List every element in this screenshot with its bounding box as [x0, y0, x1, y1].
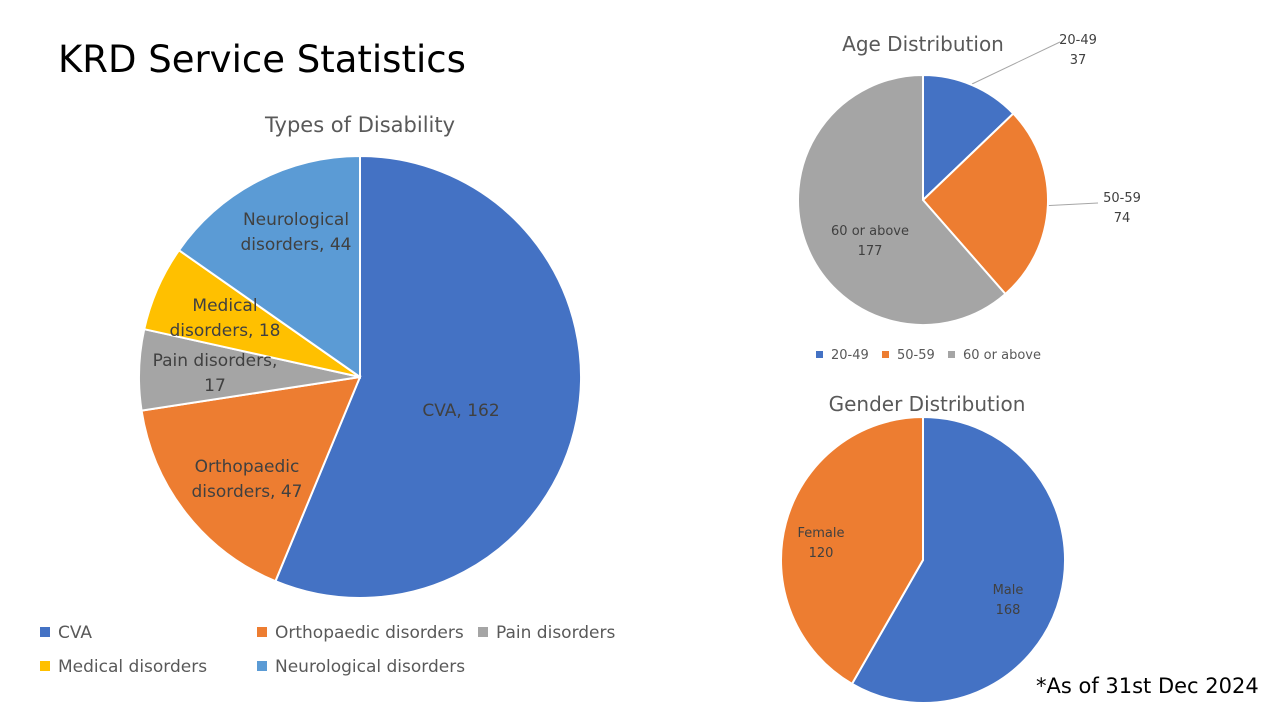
legend-swatch-20-49 — [816, 351, 823, 358]
age-leader-line-50-59 — [1039, 202, 1099, 207]
pie-slice-female — [780, 415, 924, 686]
pie-slice-60-or-above — [797, 73, 1007, 326]
legend-item-50-59: 50-59 — [897, 348, 935, 363]
legend-item-neurological-disorders: Neurological disorders — [275, 657, 465, 677]
legend-item-orthopaedic-disorders: Orthopaedic disorders — [275, 623, 464, 643]
disability-pie-chart: Types of Disability CVA, 162 Orthopaedic d… — [40, 113, 616, 677]
legend-swatch-pain-disorders — [478, 627, 488, 637]
legend-swatch-60-or-above — [948, 351, 955, 358]
data-label-pain-disorders: Pain disorders, 17 — [153, 351, 278, 396]
legend-swatch-neurological-disorders — [257, 661, 267, 671]
legend-swatch-medical-disorders — [40, 661, 50, 671]
gender-chart-title: Gender Distribution — [829, 392, 1026, 416]
age-leader-line-20-49 — [971, 41, 1061, 85]
data-label-orthopaedic-disorders: Orthopaedic disorders, 47 — [192, 457, 303, 502]
data-label-male: Male 168 — [993, 583, 1024, 618]
slide-title: KRD Service Statistics — [58, 38, 466, 81]
legend-item-20-49: 20-49 — [831, 348, 869, 363]
data-label-neurological-disorders: Neurological disorders, 44 — [241, 210, 352, 255]
legend-swatch-50-59 — [882, 351, 889, 358]
pie-slice-neurological-disorders — [177, 154, 361, 379]
pie-slice-50-59 — [921, 112, 1049, 296]
data-label-medical-disorders: Medical disorders, 18 — [170, 296, 281, 341]
legend-item-cva: CVA — [58, 623, 92, 643]
legend-swatch-cva — [40, 627, 50, 637]
data-label-50-59: 50-59 74 — [1103, 191, 1141, 226]
pie-slice-orthopaedic-disorders — [140, 375, 362, 583]
data-label-20-49: 20-49 37 — [1059, 33, 1097, 68]
footnote: *As of 31st Dec 2024 — [1036, 674, 1259, 698]
disability-chart-title: Types of Disability — [264, 113, 455, 137]
age-chart-title: Age Distribution — [842, 32, 1004, 56]
data-label-60-or-above: 60 or above 177 — [831, 224, 909, 259]
gender-pie-chart: Gender Distribution Male 168 Female 120 — [780, 392, 1066, 704]
pie-slice-cva — [274, 154, 582, 599]
age-pie-chart: Age Distribution 20-49 37 50-59 74 60 or abo… — [797, 32, 1141, 363]
data-label-female: Female 120 — [797, 526, 844, 561]
pie-slice-male — [850, 415, 1066, 704]
legend-item-pain-disorders: Pain disorders — [496, 623, 616, 643]
data-label-cva: CVA, 162 — [422, 401, 499, 421]
legend-item-60-or-above: 60 or above — [963, 348, 1041, 363]
pie-slice-20-49 — [922, 73, 1015, 203]
legend-item-medical-disorders: Medical disorders — [58, 657, 207, 677]
legend-swatch-orthopaedic-disorders — [257, 627, 267, 637]
